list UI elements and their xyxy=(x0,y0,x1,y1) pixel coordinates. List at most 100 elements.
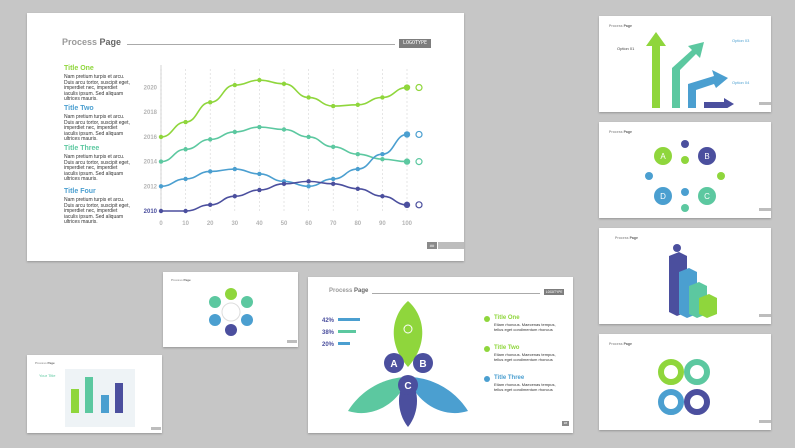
flower-graphic xyxy=(209,288,253,336)
thumb-3d-bars[interactable]: Process Page xyxy=(599,228,771,324)
title-heading: Title Three xyxy=(64,145,100,152)
petal-top xyxy=(393,301,423,367)
y-tick-label: 2020 xyxy=(144,86,158,92)
series-point xyxy=(403,158,411,165)
main-chart-slide[interactable]: Process Page LOGOTYPE Title One Nam preti… xyxy=(27,13,464,261)
series-point xyxy=(331,181,336,187)
arrow-diag xyxy=(672,42,704,108)
series-point xyxy=(158,134,164,140)
bar-icon-top xyxy=(673,244,681,252)
bars-3d-graphic xyxy=(669,244,717,318)
series-point xyxy=(403,84,411,91)
series-point xyxy=(158,208,164,214)
x-tick-label: 0 xyxy=(159,221,163,227)
series-point xyxy=(257,187,262,193)
grid-bar-4 xyxy=(115,383,123,413)
series-point xyxy=(380,193,385,199)
thumb-footer xyxy=(759,208,771,211)
series-point xyxy=(158,159,164,164)
petal-right xyxy=(408,377,468,414)
ring-2 xyxy=(684,359,710,385)
series-point xyxy=(232,193,237,199)
series-point xyxy=(257,77,262,83)
series-point xyxy=(355,152,360,157)
page-title: Process Page xyxy=(62,37,121,47)
thumb-footer xyxy=(759,314,771,317)
flower-petal-6 xyxy=(209,296,221,308)
percent-bars: 42% 38% 20% xyxy=(322,318,360,348)
series-point xyxy=(158,184,164,189)
title-body: Nam pretium turpis et arcu. Duis arcu to… xyxy=(64,197,130,226)
petal-slide[interactable]: Process Page LOGOTYPE 42% 38% 20% A B C Ti… xyxy=(308,277,573,433)
series-point xyxy=(183,208,188,214)
series-point xyxy=(380,152,385,157)
flower-center xyxy=(221,302,241,322)
petal-page-number: ## xyxy=(562,421,569,426)
series-point xyxy=(257,171,262,177)
series-point xyxy=(208,169,213,174)
thumb-body-2: Option 03 xyxy=(732,38,750,43)
petal-letter-b: B xyxy=(419,359,426,370)
flask-icon xyxy=(415,130,423,139)
circle-letter-b: B xyxy=(704,152,709,161)
circle-b xyxy=(698,147,716,165)
series-point xyxy=(232,166,237,172)
item-body: Etiam rhoncus. Maecenas tempus, tellus e… xyxy=(494,322,556,332)
series-point xyxy=(306,95,311,100)
thumb-circles[interactable]: Process Page A B D C xyxy=(599,122,771,218)
series-point xyxy=(331,144,336,149)
series-point xyxy=(208,202,213,208)
icon-circle-4 xyxy=(681,204,689,212)
header-rule xyxy=(127,44,395,45)
thumb-arrows[interactable]: Process Page Option 01 Option 03 Option … xyxy=(599,16,771,112)
thumb-body: Option 01 xyxy=(617,46,635,51)
circle-letter-a: A xyxy=(660,152,666,161)
bar-3d-4 xyxy=(699,294,717,318)
series-point xyxy=(403,131,411,138)
petal-letter-a: A xyxy=(390,359,397,370)
series-point xyxy=(183,119,188,125)
thumb-flower-small[interactable]: Process Page xyxy=(163,272,298,347)
page-title-word2: Page xyxy=(99,37,122,47)
petal-left xyxy=(348,377,408,414)
thumb-body-3: Option 04 xyxy=(732,80,750,85)
x-tick-label: 10 xyxy=(182,221,189,227)
page-number: ## xyxy=(427,242,437,249)
grid-bar-1 xyxy=(71,389,79,413)
x-tick-label: 50 xyxy=(281,221,288,227)
item-dot xyxy=(484,346,490,352)
logotype: LOGOTYPE xyxy=(399,39,431,48)
x-tick-label: 60 xyxy=(305,221,312,227)
petal-header-rule xyxy=(372,293,540,294)
series-point xyxy=(355,166,360,172)
thumb-footer xyxy=(759,102,771,105)
arrow-right2 xyxy=(704,98,734,108)
title-body: Nam pretium turpis et arcu. Duis arcu to… xyxy=(64,74,130,103)
series-point xyxy=(355,186,360,191)
series-point xyxy=(331,176,336,182)
icon-circle-3 xyxy=(681,188,689,196)
bulb-icon xyxy=(415,158,423,166)
thumb-rings[interactable]: Process Page xyxy=(599,334,771,430)
series-point xyxy=(281,81,287,87)
series-point xyxy=(183,147,188,152)
thumb-title: Process Page xyxy=(171,278,191,282)
thumb-title: Process Page xyxy=(35,361,55,365)
thumb-grid[interactable]: Process Page Your Title xyxy=(27,355,162,433)
percent-label: 42% xyxy=(322,318,335,324)
item-dot xyxy=(484,316,490,322)
x-tick-label: 30 xyxy=(231,221,238,227)
series-point xyxy=(232,129,237,135)
petal-page-title: Process Page xyxy=(329,288,368,294)
series-point xyxy=(403,201,411,209)
thumb-title: Process Page xyxy=(609,130,632,134)
flower-petal-4 xyxy=(225,324,237,336)
flower-petal-3 xyxy=(241,314,253,326)
petal-letter-c: C xyxy=(404,381,411,392)
thumb-footer xyxy=(151,427,161,430)
circle-diagram: A B D C xyxy=(645,140,725,212)
percent-bar xyxy=(338,318,360,321)
y-tick-label: 2018 xyxy=(144,110,158,116)
clock-icon xyxy=(403,324,413,334)
percent-bar xyxy=(338,342,350,345)
